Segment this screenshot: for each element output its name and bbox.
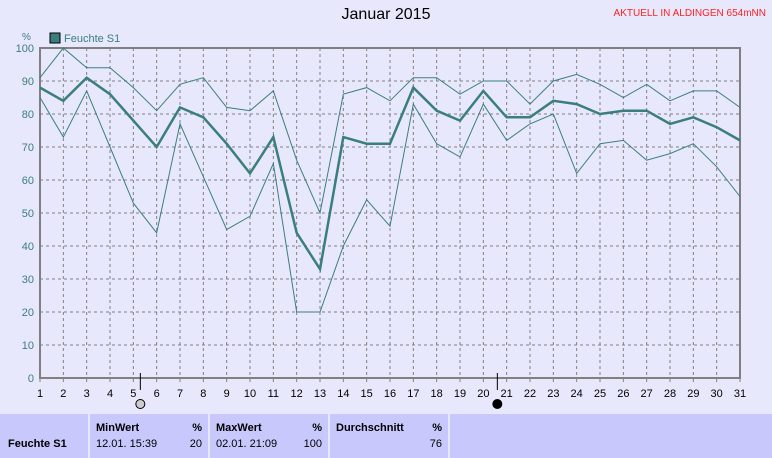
legend-swatch: [49, 32, 61, 44]
x-tick-label: 1: [37, 388, 43, 400]
stats-row-label: Feuchte S1: [8, 438, 67, 450]
avg-unit: %: [432, 422, 442, 434]
x-tick-label: 18: [431, 388, 443, 400]
min-value: 20: [189, 438, 202, 450]
x-tick-label: 23: [547, 388, 559, 400]
y-tick-label: 100: [16, 43, 34, 55]
x-tick-label: 12: [291, 388, 303, 400]
x-tick-label: 21: [501, 388, 513, 400]
max-value: 100: [303, 438, 322, 450]
x-tick-label: 2: [60, 388, 66, 400]
x-tick-label: 13: [314, 388, 326, 400]
x-tick-label: 17: [407, 388, 419, 400]
x-tick-label: 10: [244, 388, 256, 400]
min-header: MinWert: [96, 422, 140, 434]
x-tick-label: 5: [130, 388, 136, 400]
y-tick-label: 10: [22, 340, 34, 352]
x-tick-label: 9: [224, 388, 230, 400]
x-tick-label: 29: [687, 388, 699, 400]
x-tick-label: 19: [454, 388, 466, 400]
min-cell: MinWert % 12.01. 15:39 20: [90, 414, 210, 458]
y-tick-label: 90: [22, 76, 34, 88]
x-tick-label: 27: [641, 388, 653, 400]
new-moon-icon: [492, 399, 503, 409]
y-tick-label: 80: [22, 109, 34, 121]
y-tick-label: 0: [28, 373, 34, 385]
x-tick-label: 25: [594, 388, 606, 400]
x-tick-label: 15: [361, 388, 373, 400]
x-tick-label: 26: [617, 388, 629, 400]
stats-empty: [450, 414, 772, 458]
x-tick-label: 4: [107, 388, 113, 400]
legend-label: Feuchte S1: [64, 33, 120, 45]
x-tick-label: 30: [711, 388, 723, 400]
y-tick-label: 40: [22, 241, 34, 253]
y-axis-unit: %: [22, 32, 31, 43]
x-tick-label: 7: [177, 388, 183, 400]
x-tick-label: 24: [571, 388, 583, 400]
avg-cell: Durchschnitt % 76: [330, 414, 450, 458]
x-tick-label: 8: [200, 388, 206, 400]
x-tick-label: 22: [524, 388, 536, 400]
y-tick-label: 60: [22, 175, 34, 187]
max-cell: MaxWert % 02.01. 21:09 100: [210, 414, 330, 458]
y-tick-label: 50: [22, 208, 34, 220]
chart-title: Januar 2015: [341, 6, 431, 23]
location-notice: AKTUELL IN ALDINGEN 654mNN: [613, 8, 766, 19]
x-tick-label: 11: [268, 388, 279, 400]
y-tick-label: 70: [22, 142, 34, 154]
max-header: MaxWert: [216, 422, 262, 434]
min-unit: %: [192, 422, 202, 434]
y-tick-label: 30: [22, 274, 34, 286]
x-tick-label: 16: [384, 388, 396, 400]
x-tick-label: 20: [477, 388, 489, 400]
min-time: 12.01. 15:39: [96, 438, 158, 450]
stats-table: Feuchte S1 MinWert % 12.01. 15:39 20 Max…: [0, 414, 772, 458]
x-tick-label: 31: [734, 388, 746, 400]
x-tick-label: 14: [337, 388, 349, 400]
avg-value: 76: [429, 438, 442, 450]
max-time: 02.01. 21:09: [216, 438, 278, 450]
stats-row-label-cell: Feuchte S1: [0, 414, 90, 458]
x-tick-label: 3: [84, 388, 90, 400]
y-tick-label: 20: [22, 307, 34, 319]
x-tick-label: 28: [664, 388, 676, 400]
x-tick-label: 6: [154, 388, 160, 400]
avg-header: Durchschnitt: [336, 422, 404, 434]
full-moon-icon: [135, 399, 146, 409]
max-unit: %: [312, 422, 322, 434]
